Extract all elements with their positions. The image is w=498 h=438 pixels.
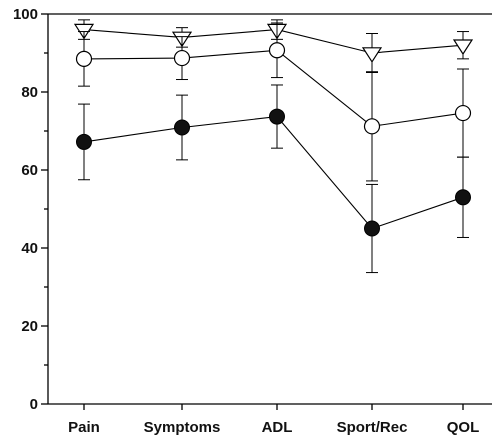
data-point-1-4 bbox=[454, 104, 472, 122]
data-point-2-1 bbox=[174, 119, 190, 136]
x-tick-label-3: Sport/Rec bbox=[337, 419, 408, 436]
chart-axes bbox=[47, 13, 492, 405]
y-tick-label-20: 20 bbox=[21, 318, 38, 335]
series-2 bbox=[76, 84, 471, 274]
y-tick-label-80: 80 bbox=[21, 84, 38, 101]
x-tick-label-0: Pain bbox=[68, 419, 100, 436]
y-axis-ticks: 0 20 40 60 80 100 bbox=[13, 6, 48, 413]
x-tick-label-1: Symptoms bbox=[144, 419, 221, 436]
y-tick-label-100: 100 bbox=[13, 6, 38, 23]
x-tick-label-4: QOL bbox=[447, 419, 480, 436]
data-point-1-3 bbox=[363, 118, 381, 135]
data-point-0-4 bbox=[452, 39, 474, 56]
data-point-1-0 bbox=[75, 50, 93, 67]
series-2-line bbox=[83, 116, 464, 230]
x-tick-label-2: ADL bbox=[262, 419, 293, 436]
plot-series bbox=[73, 19, 474, 274]
series-1 bbox=[75, 22, 472, 182]
x-axis-ticks: Pain Symptoms ADL Sport/Rec QOL bbox=[68, 404, 479, 436]
data-point-1-2 bbox=[268, 42, 286, 59]
data-point-2-0 bbox=[76, 133, 92, 150]
data-point-2-2 bbox=[269, 108, 285, 125]
data-point-2-4 bbox=[455, 189, 471, 206]
data-point-0-3 bbox=[361, 47, 383, 63]
y-tick-label-40: 40 bbox=[21, 240, 38, 257]
data-point-2-3 bbox=[364, 220, 380, 237]
y-tick-label-60: 60 bbox=[21, 162, 38, 179]
data-point-1-1 bbox=[173, 49, 191, 67]
y-tick-label-0: 0 bbox=[30, 396, 38, 413]
